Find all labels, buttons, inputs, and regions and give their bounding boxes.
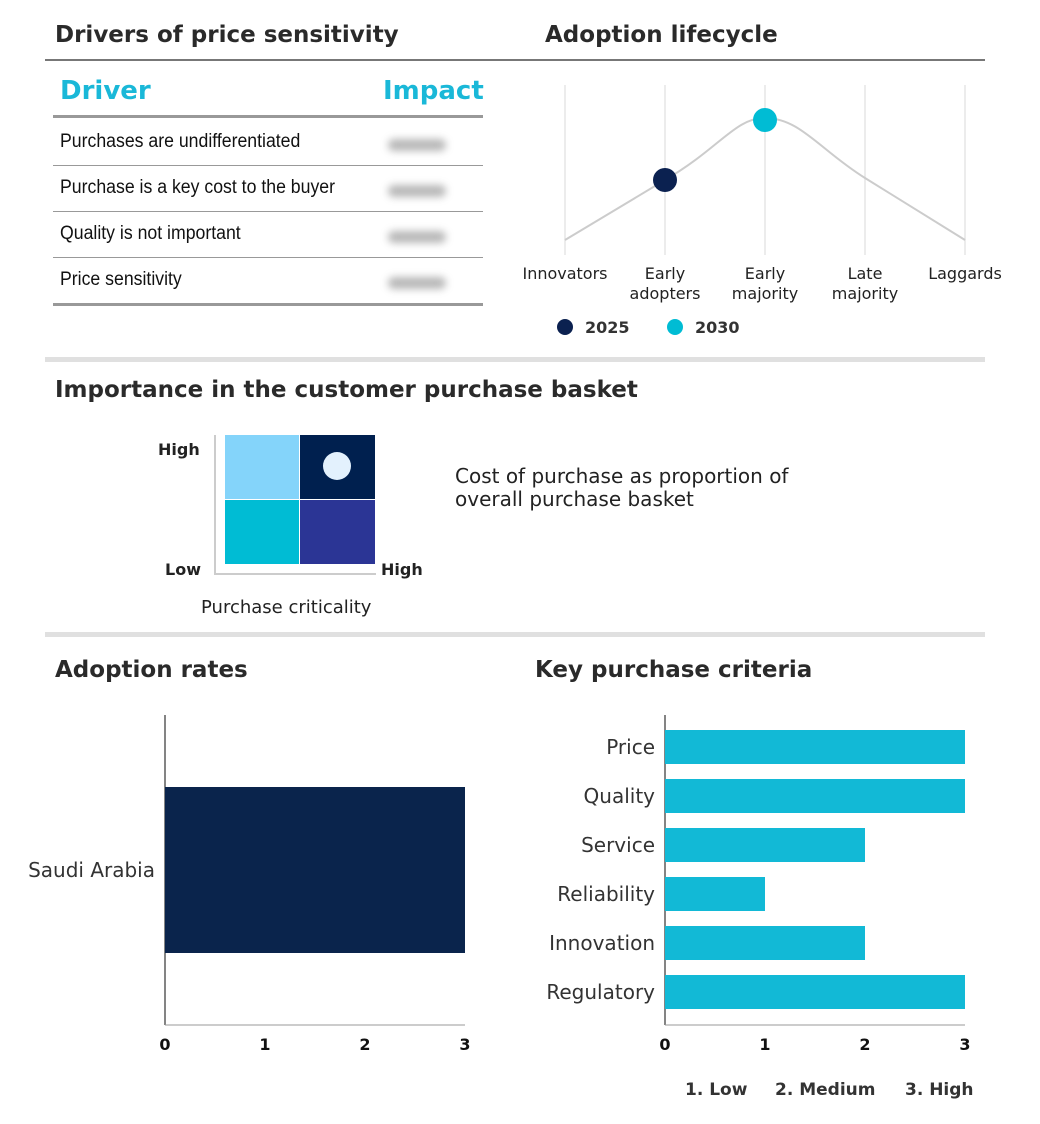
table-row: Purchase is a key cost to the buyer [53,165,483,212]
matrix-cell-high-low [300,500,375,564]
x-tick-label: 0 [159,1035,170,1054]
impact-value-redacted [388,139,446,151]
bar [665,926,865,960]
table-row: Purchases are undifferentiated [53,119,483,166]
stage-label: majority [832,284,898,303]
matrix-cell-high-high [300,435,375,499]
category-label: Quality [584,784,656,808]
y-low-label: Low [165,560,201,579]
bar [165,787,465,953]
x-tick-label: 1 [759,1035,770,1054]
bar [665,779,965,813]
stage-label: majority [732,284,798,303]
category-label: Saudi Arabia [28,858,155,882]
basket-title: Importance in the customer purchase bask… [55,377,638,403]
matrix-cell-low-high [225,435,299,499]
position-marker [323,452,351,480]
kpc-title: Key purchase criteria [535,657,813,683]
x-tick-label: 1 [259,1035,270,1054]
lifecycle-chart: Innovators EarlyadoptersEarlymajorityLate… [522,85,1002,337]
kpc-legend-item: 1. Low [685,1080,748,1100]
legend-label: 2025 [585,318,630,337]
category-label: Regulatory [546,980,655,1004]
marker-2030 [753,108,777,132]
x-tick-label: 2 [359,1035,370,1054]
x-tick-label: 2 [859,1035,870,1054]
matrix-x-axis [214,573,376,575]
x-axis-label: Purchase criticality [201,597,372,618]
x-tick-label: 3 [959,1035,970,1054]
adoption-title: Adoption rates [55,657,248,683]
category-label: Price [606,735,655,759]
bar [665,975,965,1009]
driver-label: Quality is not important [60,223,241,244]
x-high-label: High [381,560,423,579]
table-row: Quality is not important [53,211,483,258]
bar [665,828,865,862]
marker-2025 [653,168,677,192]
x-tick-label: 0 [659,1035,670,1054]
stage-label: Late [848,264,883,283]
impact-header: Impact [383,76,484,106]
bar [665,877,765,911]
impact-value-redacted [388,277,446,289]
top-divider [45,59,985,61]
driver-label: Price sensitivity [60,269,182,290]
driver-header: Driver [60,76,151,106]
drivers-title: Drivers of price sensitivity [55,22,399,48]
table-header-rule [53,115,483,118]
lifecycle-title: Adoption lifecycle [545,22,778,48]
table-row: Price sensitivity [53,257,483,306]
legend-label: 2030 [695,318,740,337]
category-label: Service [581,833,655,857]
category-label: Innovation [549,931,655,955]
kpc-legend-item: 3. High [905,1080,974,1100]
legend-swatch [557,319,573,335]
impact-value-redacted [388,185,446,197]
y-high-label: High [158,440,200,459]
impact-value-redacted [388,231,446,243]
stage-label: Innovators [522,264,607,283]
bar [665,730,965,764]
matrix-y-axis [214,435,216,575]
kpc-legend-item: 2. Medium [775,1080,875,1100]
driver-label: Purchase is a key cost to the buyer [60,177,336,198]
legend-swatch [667,319,683,335]
stage-label: Early [645,264,685,283]
y-axis-label: Cost of purchase as proportion of overal… [455,464,789,511]
stage-label: Laggards [928,264,1002,283]
divider [45,632,985,637]
stage-label: Early [745,264,785,283]
x-tick-label: 3 [459,1035,470,1054]
stage-label: adopters [630,284,701,303]
matrix-cell-low-low [225,500,299,564]
divider [45,357,985,362]
driver-label: Purchases are undifferentiated [60,131,301,152]
bar-charts: Saudi Arabia 0 1 2 3 Price Quality Service Relia… [28,715,974,1100]
category-label: Reliability [557,882,655,906]
